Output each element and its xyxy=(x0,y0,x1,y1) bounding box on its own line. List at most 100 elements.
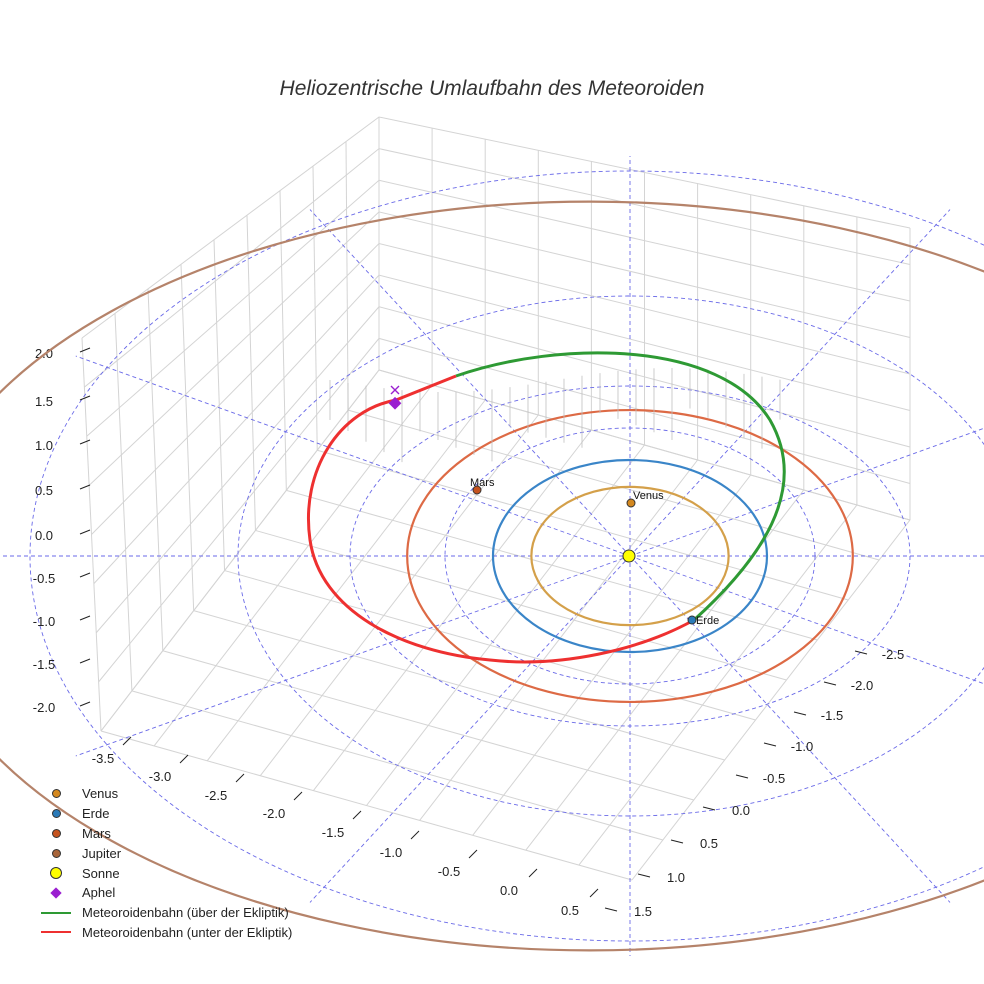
grid-line xyxy=(93,274,911,584)
legend-item: Jupiter xyxy=(34,843,292,863)
legend-label: Aphel xyxy=(82,885,116,901)
erde-label: Erde xyxy=(696,615,719,627)
erde-marker xyxy=(687,615,697,625)
z-tick-label: 1.0 xyxy=(35,438,53,453)
drop-lines xyxy=(329,368,781,463)
x-tick-mark xyxy=(352,810,362,820)
z-tick-mark xyxy=(79,484,91,490)
grid-line xyxy=(419,459,698,821)
y-tick-label: 1.0 xyxy=(667,870,685,885)
grid-line xyxy=(206,399,486,762)
z-tick-mark xyxy=(79,439,91,445)
legend-item: Meteoroidenbahn (über der Ekliptik) xyxy=(34,903,292,923)
y-tick-mark xyxy=(637,873,651,878)
legend-label: Jupiter xyxy=(82,845,122,861)
grid-line xyxy=(259,414,539,777)
y-tick-mark xyxy=(670,839,684,844)
orbit-mars xyxy=(406,408,854,704)
legend-label: Meteoroidenbahn (über der Ekliptik) xyxy=(82,905,289,921)
legend-marker xyxy=(51,789,61,799)
venus-label: Venus xyxy=(633,490,664,502)
ecliptic-spoke xyxy=(629,427,984,557)
z-tick-label: 0.0 xyxy=(35,528,53,543)
orbit-erde xyxy=(491,458,769,654)
legend-symbol xyxy=(34,809,78,819)
grid-line xyxy=(631,519,911,881)
z-tick-mark xyxy=(79,347,91,353)
grid-line xyxy=(313,429,592,791)
y-tick-mark xyxy=(735,774,749,779)
z-tick-label: -1.5 xyxy=(33,657,55,672)
legend-item: Sonne xyxy=(34,863,292,883)
legend-symbol xyxy=(34,911,78,914)
legend-symbol xyxy=(34,828,78,838)
grid-line xyxy=(86,179,911,437)
axis-ticks: 2.01.51.00.50.0-0.5-1.0-1.5-2.0-3.5-3.0-… xyxy=(33,346,904,919)
grid-line xyxy=(98,337,911,683)
chart-title: Heliozentrische Umlaufbahn des Meteoroid… xyxy=(280,77,705,100)
planet-orbits xyxy=(0,200,984,952)
aphel-marker xyxy=(388,396,402,410)
grid-line xyxy=(100,369,380,732)
ecliptic-spoke xyxy=(629,555,951,903)
x-tick-mark xyxy=(468,849,478,859)
y-tick-mark xyxy=(823,681,837,686)
x-tick-mark xyxy=(179,754,189,764)
z-tick-label: -1.0 xyxy=(33,614,55,629)
z-tick-mark xyxy=(79,658,91,664)
legend-symbol xyxy=(34,887,78,899)
legend-item: Mars xyxy=(34,824,292,844)
legend-marker xyxy=(50,887,62,899)
x-tick-mark xyxy=(293,791,303,801)
y-tick-label: -2.0 xyxy=(851,678,873,693)
grid-line xyxy=(472,474,752,836)
orbit-venus xyxy=(530,485,730,627)
x-tick-mark xyxy=(589,888,599,898)
x-tick-label: -3.5 xyxy=(92,751,114,766)
grid-line xyxy=(578,504,858,866)
legend-label: Sonne xyxy=(82,865,120,881)
x-tick-label: -1.0 xyxy=(380,845,402,860)
legend-symbol xyxy=(34,867,78,880)
z-tick-label: -0.5 xyxy=(33,571,55,586)
legend-marker xyxy=(51,848,61,858)
y-tick-label: -2.5 xyxy=(882,647,904,662)
mars-label: Mars xyxy=(470,477,495,489)
sonne-marker xyxy=(622,549,636,563)
grid-line xyxy=(81,116,911,339)
x-tick-label: -2.0 xyxy=(263,806,285,821)
legend-marker xyxy=(51,809,61,819)
legend-symbol xyxy=(34,848,78,858)
legend-marker xyxy=(41,911,71,914)
y-tick-mark xyxy=(763,742,777,747)
y-tick-label: -1.5 xyxy=(821,708,843,723)
z-tick-mark xyxy=(79,572,91,578)
z-tick-label: 0.5 xyxy=(35,483,53,498)
ecliptic-spoke xyxy=(629,209,951,557)
meteoroid-orbit-below xyxy=(307,374,695,664)
z-tick-mark xyxy=(79,529,91,535)
x-tick-label: -1.5 xyxy=(322,825,344,840)
legend-marker xyxy=(50,867,62,880)
mars-marker xyxy=(472,485,482,495)
x-tick-label: 0.0 xyxy=(500,883,518,898)
legend: Venus Erde Mars Jupiter Sonne Aphel Meteoroide… xyxy=(34,784,292,942)
y-tick-label: 0.5 xyxy=(700,836,718,851)
aphel-x-marker xyxy=(390,385,400,395)
y-tick-mark xyxy=(702,806,716,811)
grid-line xyxy=(88,211,911,486)
legend-label: Erde xyxy=(82,806,110,822)
z-tick-mark xyxy=(79,615,91,621)
venus-marker xyxy=(626,498,636,508)
grid-line xyxy=(95,306,911,634)
x-tick-mark xyxy=(528,868,538,878)
legend-item: Erde xyxy=(34,804,292,824)
y-tick-label: 1.5 xyxy=(634,904,652,919)
z-tick-mark xyxy=(79,701,91,707)
legend-item: Venus xyxy=(34,784,292,804)
z-tick-label: 1.5 xyxy=(35,394,53,409)
y-tick-mark xyxy=(604,907,618,912)
x-tick-label: 0.5 xyxy=(561,903,579,918)
x-tick-label: -0.5 xyxy=(438,864,460,879)
orbit-jupiter xyxy=(0,200,984,952)
